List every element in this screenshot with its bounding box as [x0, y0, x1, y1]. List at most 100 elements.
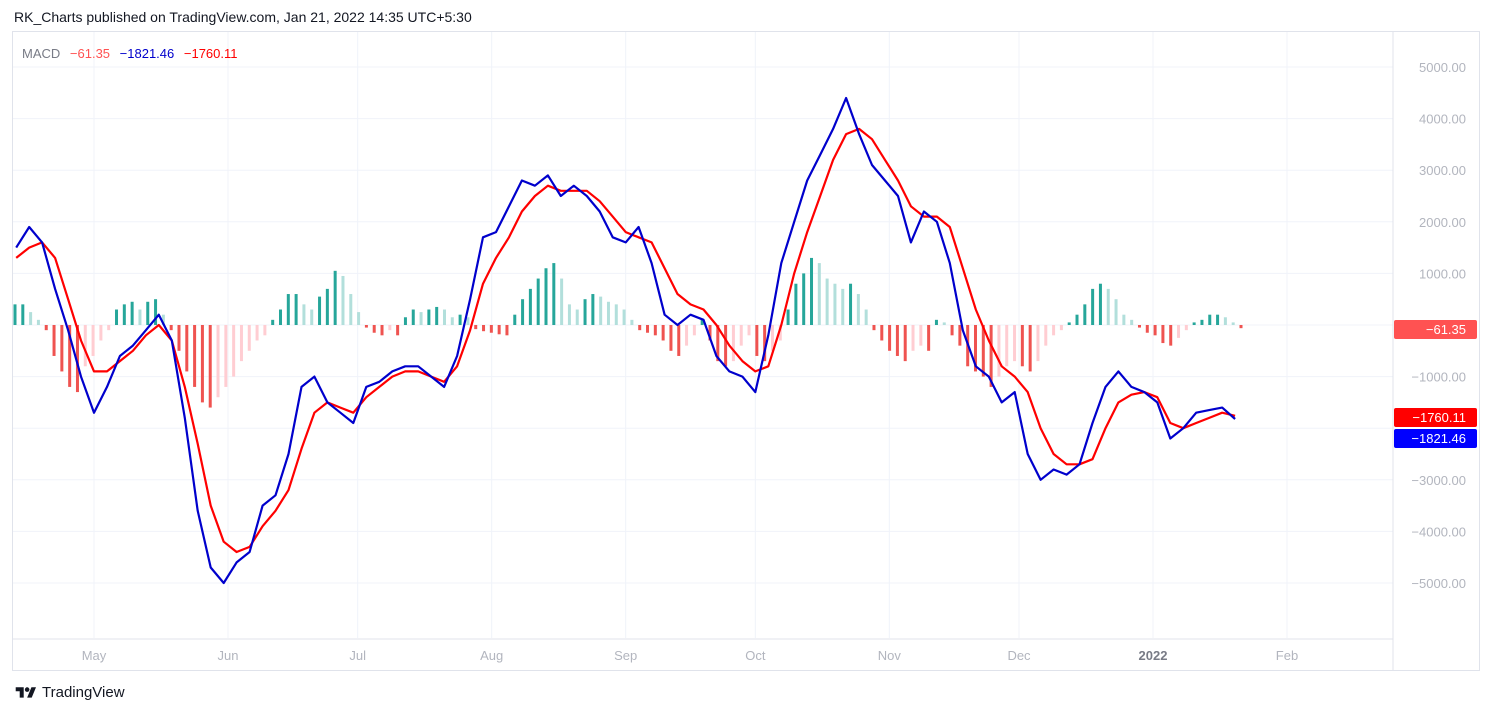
histogram-bar	[200, 325, 204, 403]
histogram-bar	[185, 325, 189, 372]
chart-pane[interactable]: 5000.00 4000.00 3000.00 2000.00 1000.00 −1000…	[12, 31, 1480, 671]
histogram-bar	[591, 294, 595, 325]
histogram-bar	[458, 314, 462, 325]
histogram-bar	[364, 325, 368, 328]
histogram-bar	[786, 309, 790, 325]
y-tick-label: 1000.00	[1419, 266, 1466, 281]
histogram-bar	[864, 309, 868, 325]
histogram-bar	[232, 325, 236, 377]
price-label-macd-bg	[1394, 429, 1477, 448]
histogram-bar	[560, 278, 564, 325]
histogram-bar	[989, 325, 993, 387]
histogram-bar	[599, 296, 603, 325]
histogram-bar	[1098, 283, 1102, 325]
histogram-bar	[997, 325, 1001, 377]
y-tick-label: −5000.00	[1411, 576, 1466, 591]
histogram-bar	[396, 325, 400, 336]
histogram-bar	[614, 304, 618, 325]
histogram-bar	[661, 325, 665, 341]
histogram-bar	[919, 325, 923, 346]
x-tick-label: Sep	[614, 648, 637, 663]
histogram-bar	[825, 278, 829, 325]
histogram-bar	[1075, 314, 1079, 325]
histogram-bar	[849, 283, 853, 325]
histogram-bar	[942, 322, 946, 325]
histogram-bar	[872, 325, 876, 331]
histogram-bar	[1067, 322, 1071, 325]
legend-hist-value: −61.35	[69, 46, 111, 61]
histogram-bar	[177, 325, 181, 351]
histogram-bar	[646, 325, 650, 333]
histogram-bar	[497, 325, 501, 335]
histogram-bar	[536, 278, 540, 325]
histogram-bar	[411, 309, 415, 325]
histogram-bar	[99, 325, 103, 341]
histogram-bar	[1130, 319, 1134, 325]
histogram-bar	[247, 325, 251, 351]
histogram-bar	[161, 314, 165, 325]
tradingview-logo-icon	[15, 686, 36, 698]
histogram-bar	[1106, 288, 1110, 325]
y-tick-label: 2000.00	[1419, 215, 1466, 230]
histogram-bar	[239, 325, 243, 362]
histogram-bar	[372, 325, 376, 333]
x-tick-label: Jul	[349, 648, 366, 663]
histogram-bar	[388, 325, 392, 331]
histogram-bar	[716, 325, 720, 362]
histogram-bar	[669, 325, 673, 351]
legend-macd-value: −1821.46	[119, 46, 175, 61]
price-label-hist: −61.35	[1426, 322, 1466, 337]
x-tick-label: Jun	[218, 648, 239, 663]
histogram-bar	[294, 294, 298, 325]
histogram-bar	[427, 309, 431, 325]
histogram-bar	[216, 325, 220, 398]
histogram-bar	[224, 325, 228, 387]
histogram-bar	[380, 325, 384, 336]
y-tick-label: −3000.00	[1411, 473, 1466, 488]
histogram-bar	[154, 299, 158, 325]
histogram-bar	[122, 304, 126, 325]
tradingview-footer[interactable]: TradingView	[14, 684, 125, 701]
histogram-bar	[1161, 325, 1165, 344]
signal-line	[15, 127, 1236, 554]
histogram-bar	[1122, 314, 1126, 325]
histogram-bar	[466, 317, 470, 325]
histogram-bar	[888, 325, 892, 351]
histogram-bar	[934, 319, 938, 325]
histogram-bar	[68, 325, 72, 387]
histogram-bar	[13, 304, 17, 325]
histogram-bar	[802, 273, 806, 325]
y-tick-label: 4000.00	[1419, 112, 1466, 127]
histogram-bar	[271, 319, 275, 325]
histogram-bar	[841, 288, 845, 325]
histogram-bar	[1059, 325, 1063, 331]
histogram-bar	[692, 325, 696, 336]
histogram-bar	[403, 317, 407, 325]
indicator-legend[interactable]: MACD −61.35 −1821.46 −1760.11	[22, 46, 244, 61]
histogram-bar	[724, 325, 728, 367]
histogram-bar	[685, 325, 689, 346]
histogram-bar	[325, 288, 329, 325]
histogram-bar	[60, 325, 64, 372]
histogram-bar	[341, 275, 345, 325]
histogram-bar	[1169, 325, 1173, 346]
histogram-bar	[193, 325, 197, 387]
histogram-bar	[1145, 325, 1149, 333]
histogram-bar	[552, 263, 556, 325]
histogram-bar	[1153, 325, 1157, 336]
x-tick-label: 2022	[1139, 648, 1168, 663]
histogram-bar	[1137, 325, 1141, 328]
histogram-bar	[739, 325, 743, 346]
price-label-signal-bg	[1394, 408, 1477, 427]
histogram-bar	[708, 325, 712, 341]
histogram-bar	[482, 325, 486, 332]
histogram-bar	[794, 283, 798, 325]
histogram-bar	[489, 325, 493, 333]
histogram-bar	[521, 299, 525, 325]
histogram-bar	[973, 325, 977, 372]
histogram-bar	[1223, 317, 1227, 325]
price-label-hist-bg	[1394, 320, 1477, 339]
histogram-bar	[653, 325, 657, 336]
histogram-bar	[52, 325, 56, 356]
histogram-bar	[505, 325, 509, 336]
